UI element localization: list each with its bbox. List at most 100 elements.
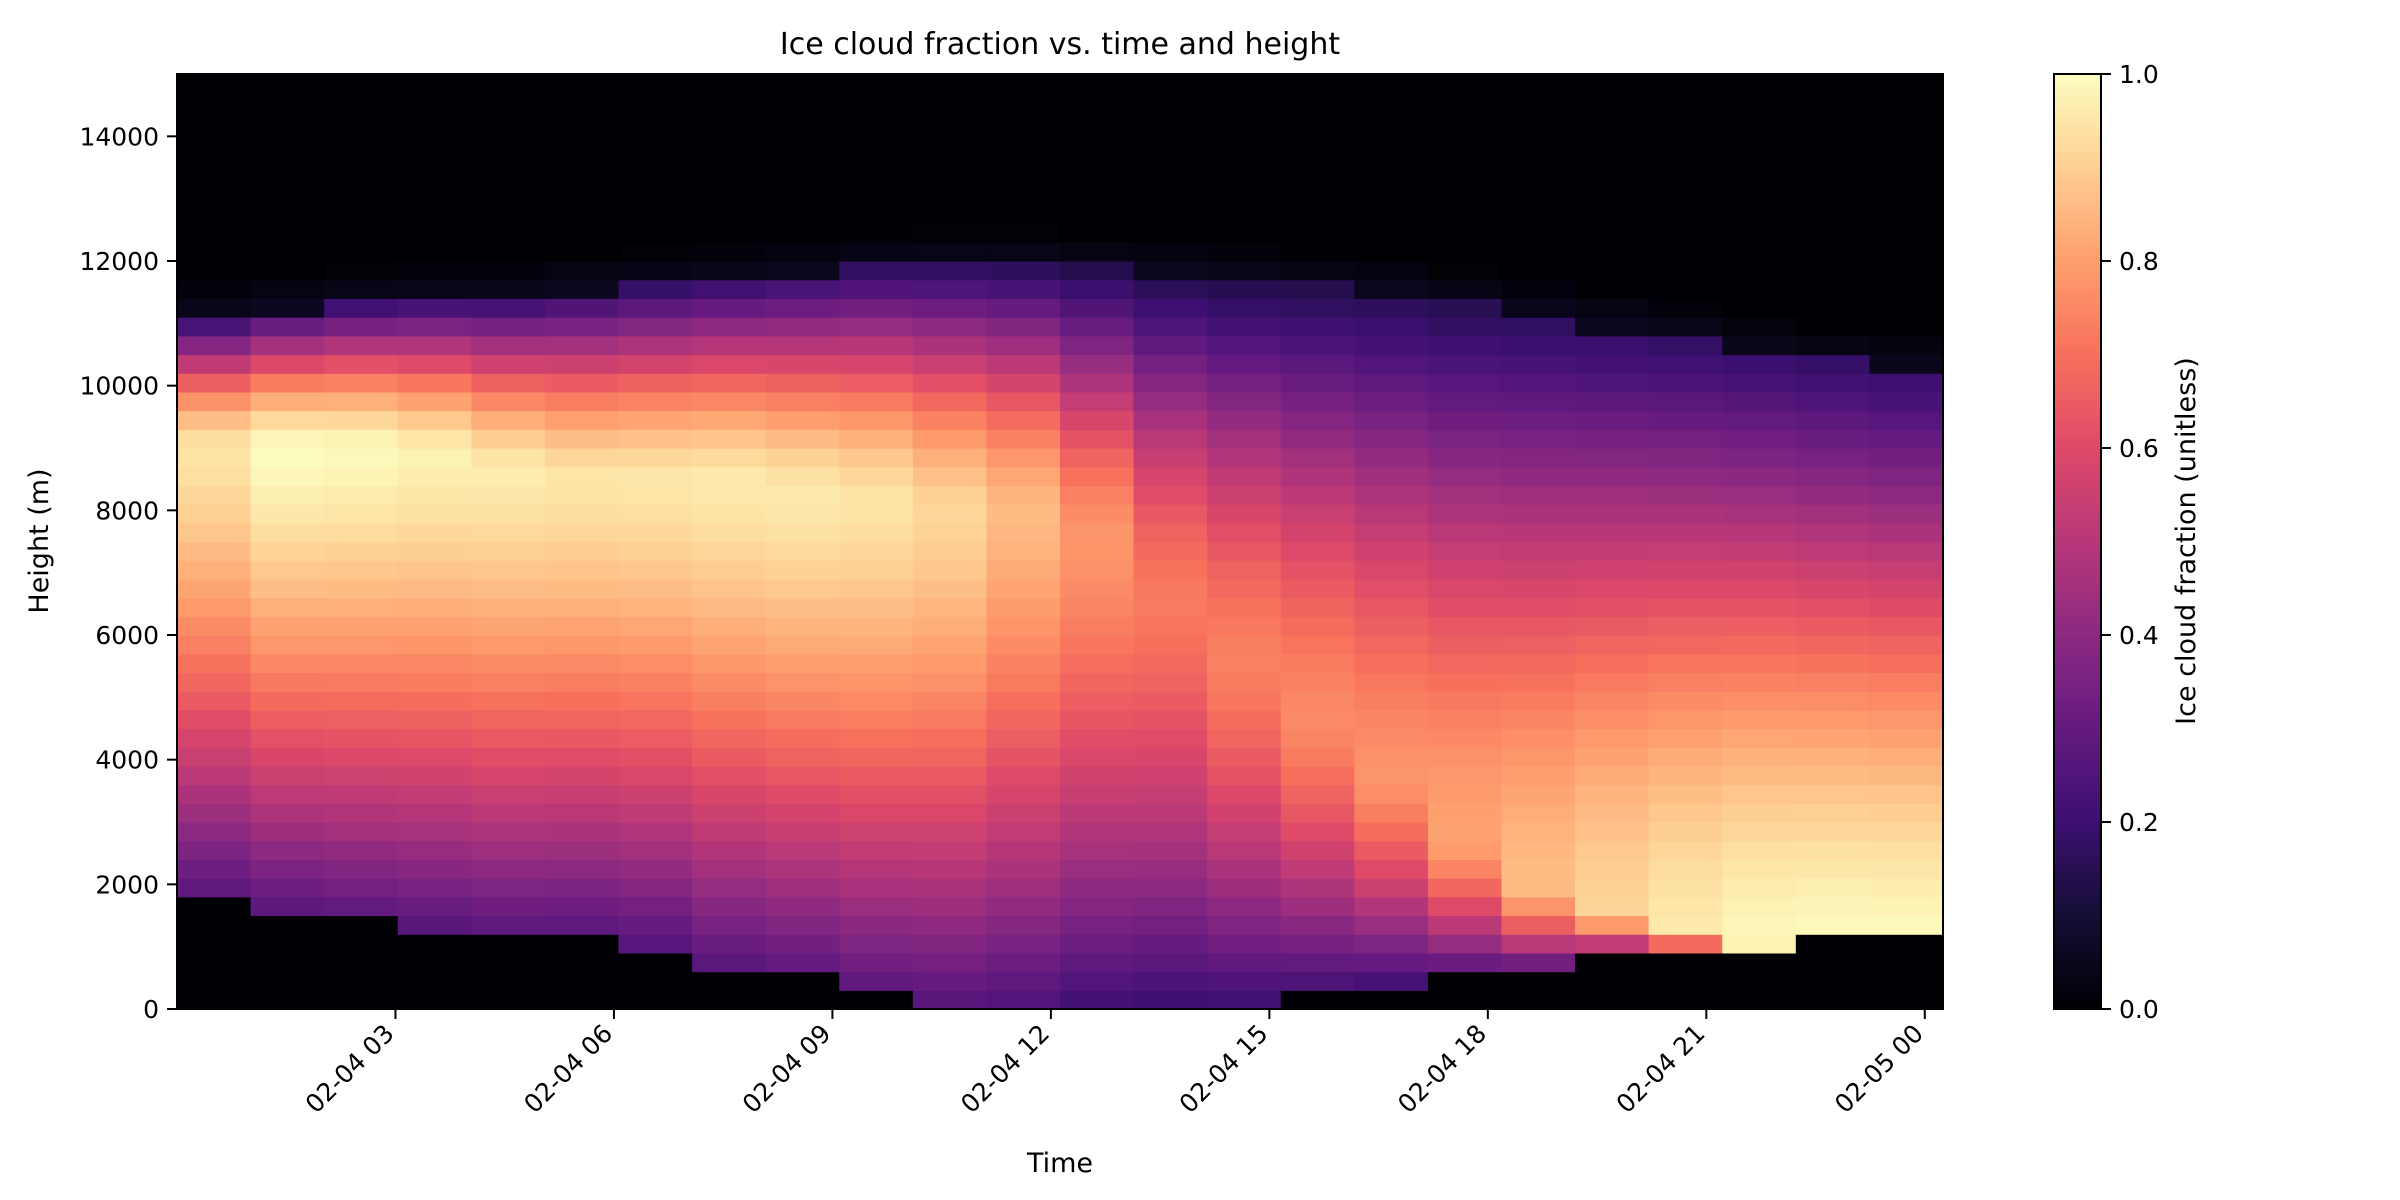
heatmap-cell — [177, 111, 252, 131]
heatmap-cell — [250, 952, 325, 973]
heatmap-cell — [1869, 111, 1944, 131]
heatmap-cell — [765, 111, 840, 131]
heatmap-cell — [1354, 167, 1429, 187]
heatmap-cell — [177, 784, 252, 804]
heatmap-cell — [618, 541, 693, 561]
heatmap-cell — [1060, 803, 1135, 823]
heatmap-cell — [1060, 878, 1135, 898]
heatmap-cell — [1501, 541, 1576, 561]
heatmap-cell — [912, 616, 988, 636]
heatmap-cell — [1207, 261, 1282, 281]
heatmap-cell — [692, 709, 767, 730]
heatmap-cell — [1060, 672, 1135, 692]
heatmap-cell — [765, 391, 840, 412]
heatmap-cell — [839, 691, 914, 711]
heatmap-cell — [1060, 448, 1135, 468]
heatmap-cell — [1722, 373, 1797, 393]
heatmap-cell — [1501, 691, 1576, 711]
heatmap-cell — [1133, 148, 1208, 169]
heatmap-cell — [1133, 709, 1208, 730]
heatmap-cell — [839, 373, 914, 393]
heatmap-cell — [1648, 541, 1723, 561]
heatmap-cell — [1501, 878, 1576, 898]
heatmap-cell — [1575, 578, 1650, 599]
heatmap-cell — [544, 223, 620, 243]
heatmap-cell — [1354, 391, 1429, 412]
heatmap-cell — [471, 709, 546, 730]
heatmap-cell — [839, 597, 914, 617]
heatmap-cell — [471, 448, 546, 468]
heatmap-cell — [1722, 485, 1797, 505]
heatmap-cell — [1280, 952, 1355, 973]
heatmap-cell — [177, 130, 252, 150]
heatmap-cell — [1354, 747, 1429, 767]
heatmap-cell — [1060, 653, 1135, 673]
heatmap-cell — [1575, 672, 1650, 692]
heatmap-cell — [1795, 373, 1871, 393]
heatmap-cell — [1501, 672, 1576, 692]
heatmap-cell — [1795, 691, 1871, 711]
heatmap-cell — [1501, 373, 1576, 393]
heatmap-cell — [692, 130, 767, 150]
heatmap-cell — [324, 354, 399, 374]
heatmap-cell — [471, 691, 546, 711]
heatmap-cell — [1722, 92, 1797, 112]
heatmap-cell — [692, 578, 767, 599]
heatmap-cell — [1501, 466, 1576, 486]
heatmap-cell — [471, 261, 546, 281]
heatmap-cell — [1795, 784, 1871, 804]
heatmap-cell — [544, 971, 620, 991]
heatmap-cell — [1722, 298, 1797, 318]
heatmap-cell — [1501, 335, 1576, 356]
heatmap-cell — [324, 130, 399, 150]
heatmap-cell — [1133, 597, 1208, 617]
heatmap-cell — [692, 747, 767, 767]
heatmap-cell — [692, 541, 767, 561]
heatmap-cell — [1648, 578, 1723, 599]
heatmap-cell — [397, 990, 472, 1010]
heatmap-cell — [1869, 597, 1944, 617]
heatmap-cell — [1648, 840, 1723, 860]
heatmap-cell — [1795, 391, 1871, 412]
heatmap-cell — [692, 391, 767, 412]
heatmap-cell — [692, 74, 767, 94]
heatmap-cell — [912, 635, 988, 655]
heatmap-cell — [544, 822, 620, 842]
heatmap-cell — [1207, 560, 1282, 580]
heatmap-cell — [1501, 261, 1576, 281]
heatmap-cell — [471, 990, 546, 1010]
heatmap-cell — [1207, 111, 1282, 131]
heatmap-cell — [1795, 92, 1871, 112]
heatmap-cell — [765, 635, 840, 655]
heatmap-cell — [471, 878, 546, 898]
heatmap-cell — [986, 74, 1061, 94]
heatmap-cell — [1280, 990, 1355, 1010]
heatmap-cell — [177, 896, 252, 917]
heatmap-cell — [986, 728, 1061, 748]
heatmap-cell — [544, 373, 620, 393]
heatmap-cell — [1280, 130, 1355, 150]
heatmap-cell — [1722, 279, 1797, 299]
heatmap-cell — [471, 167, 546, 187]
heatmap-cell — [1354, 354, 1429, 374]
heatmap-cell — [1427, 934, 1503, 954]
heatmap-cell — [912, 504, 988, 524]
heatmap-cell — [1722, 522, 1797, 543]
heatmap-cell — [1060, 223, 1135, 243]
heatmap-cell — [1869, 317, 1944, 337]
heatmap-cell — [324, 709, 399, 730]
heatmap-cell — [1354, 223, 1429, 243]
heatmap-cell — [618, 429, 693, 449]
heatmap-cell — [839, 204, 914, 225]
heatmap-cell — [912, 578, 988, 599]
heatmap-cell — [1354, 242, 1429, 262]
heatmap-cell — [544, 204, 620, 225]
heatmap-cell — [1207, 765, 1282, 786]
heatmap-cell — [839, 653, 914, 673]
heatmap-cell — [324, 691, 399, 711]
heatmap-cell — [1575, 691, 1650, 711]
heatmap-cell — [1207, 691, 1282, 711]
heatmap-cell — [692, 840, 767, 860]
heatmap-cell — [471, 242, 546, 262]
heatmap-cell — [912, 915, 988, 935]
